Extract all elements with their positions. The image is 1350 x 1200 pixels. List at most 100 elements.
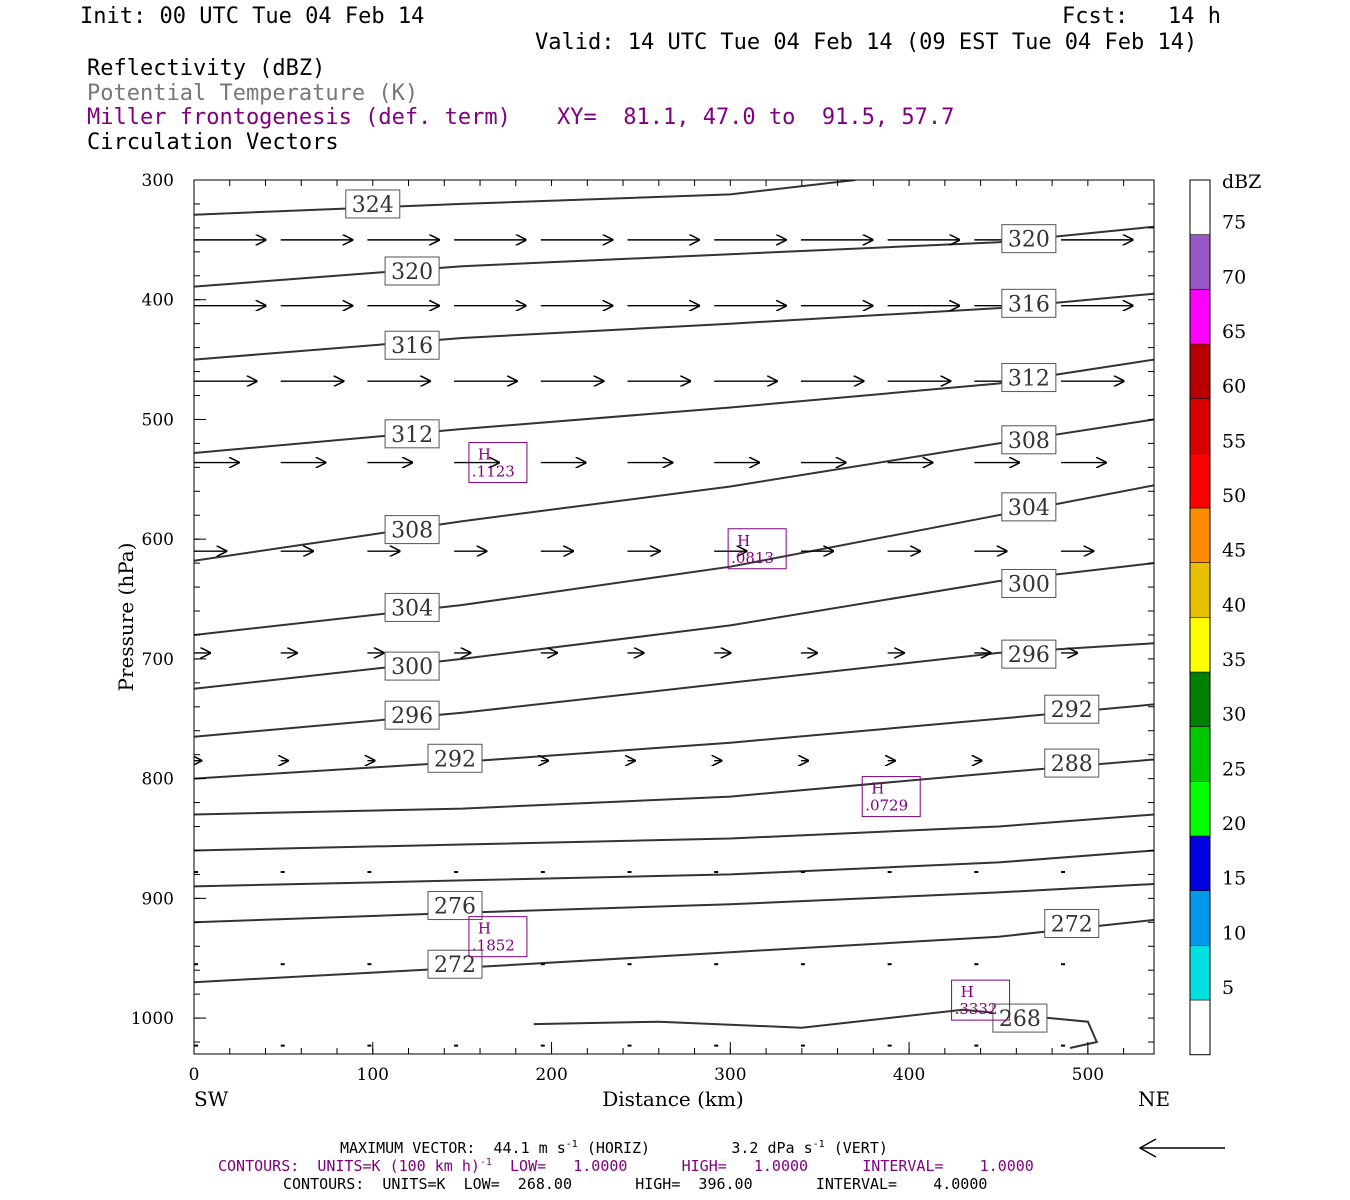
theta-label-box (384, 592, 440, 622)
theta-label: 320 (1008, 228, 1050, 253)
colorbar-label: 35 (1222, 649, 1246, 671)
theta-label: 312 (1008, 367, 1050, 392)
theta-label: 296 (1008, 643, 1050, 668)
colorbar-segment (1190, 890, 1210, 946)
theta-label-box (427, 949, 483, 979)
colorbar-segment (1190, 398, 1210, 454)
colorbar-segment (1190, 672, 1210, 727)
theta-label: 268 (999, 1007, 1041, 1032)
colorbar-label: 40 (1222, 594, 1246, 616)
frontogenesis-max-label: H (478, 920, 491, 938)
colorbar-segment (1190, 836, 1210, 891)
init-time: Init: 00 UTC Tue 04 Feb 14 (80, 4, 425, 29)
theta-contour-324 (194, 180, 856, 216)
frontogenesis-max-value: .1123 (472, 463, 515, 481)
x-axis-title: Distance (km) (602, 1087, 744, 1111)
theta-label-box (345, 189, 401, 219)
theta-label-box (1001, 492, 1057, 522)
colorbar-segment (1190, 180, 1210, 235)
frontogenesis-max-box (468, 442, 528, 484)
footer-contours-theta: CONTOURS: UNITS=K LOW= 268.00 HIGH= 396.… (283, 1175, 988, 1193)
colorbar-label: 25 (1222, 758, 1246, 780)
x-tick-label: 400 (893, 1065, 925, 1085)
frontogenesis-max-value: .0729 (865, 797, 908, 815)
theta-label-box (384, 515, 440, 545)
theta-contour-292 (194, 703, 1154, 780)
colorbar-unit: dBZ (1222, 171, 1261, 193)
theta-label-box (384, 256, 440, 286)
theta-contour-284 (194, 813, 1154, 852)
colorbar-label: 60 (1222, 376, 1246, 398)
colorbar-segment (1190, 234, 1210, 290)
field-reflectivity: Reflectivity (dBZ) (87, 56, 326, 81)
theta-label: 300 (1008, 572, 1050, 597)
theta-label: 288 (1051, 752, 1093, 777)
colorbar-segment (1190, 453, 1210, 509)
colorbar-segment (1190, 289, 1210, 345)
theta-contour-280 (194, 849, 1154, 888)
theta-label-box (1001, 639, 1057, 669)
colorbar-label: 30 (1222, 704, 1246, 726)
theta-label-box (427, 743, 483, 773)
colorbar-label: 20 (1222, 813, 1246, 835)
y-tick-label: 800 (142, 770, 174, 790)
theta-label-box (427, 891, 483, 921)
frontogenesis-max-value: .0813 (731, 549, 774, 567)
theta-label-box (1044, 748, 1100, 778)
colorbar-segment (1190, 508, 1210, 563)
reference-vector-arrowhead (1138, 1138, 1157, 1158)
frontogenesis-max-label: H (737, 532, 750, 550)
frontogenesis-max-value: .1852 (472, 937, 515, 955)
colorbar-label: 65 (1222, 321, 1246, 343)
frontogenesis-max-box (727, 528, 787, 570)
colorbar-label: 70 (1222, 266, 1246, 288)
theta-label-box (384, 700, 440, 730)
y-tick-label: 900 (142, 889, 174, 909)
theta-label-box (1001, 363, 1057, 393)
theta-label: 324 (352, 193, 394, 218)
theta-contour-268 (533, 1008, 1099, 1049)
x-axis-right-end: NE (1138, 1087, 1170, 1111)
y-tick-label: 400 (142, 291, 174, 311)
footer-max-vector: MAXIMUM VECTOR: 44.1 m s-1 (HORIZ) 3.2 d… (340, 1139, 888, 1157)
colorbar-segment (1190, 617, 1210, 673)
frontogenesis-max-box (951, 979, 1011, 1021)
theta-label-box (1001, 224, 1057, 254)
field-theta: Potential Temperature (K) (87, 81, 419, 106)
colorbar-segment (1190, 1000, 1210, 1055)
x-tick-label: 100 (357, 1065, 389, 1085)
theta-label-box (1044, 908, 1100, 938)
y-tick-label: 600 (142, 530, 174, 550)
theta-label-box (384, 419, 440, 449)
theta-label: 272 (434, 953, 476, 978)
theta-label: 308 (1008, 429, 1050, 454)
y-tick-label: 1000 (131, 1009, 174, 1029)
theta-label: 276 (434, 895, 476, 920)
colorbar-label: 10 (1222, 922, 1246, 944)
theta-label-box (992, 1003, 1048, 1033)
footer-contours-fg: CONTOURS: UNITS=K (100 km h)-1 LOW= 1.00… (218, 1157, 1034, 1175)
frontogenesis-max-box (861, 776, 921, 818)
colorbar-segment (1190, 726, 1210, 782)
theta-label-box (1044, 694, 1100, 724)
valid-time: Valid: 14 UTC Tue 04 Feb 14 (09 EST Tue … (535, 30, 1198, 55)
theta-label: 312 (391, 423, 433, 448)
x-tick-label: 500 (1072, 1065, 1104, 1085)
colorbar-label: 5 (1222, 977, 1234, 999)
theta-label: 272 (1051, 912, 1093, 937)
x-axis-left-end: SW (194, 1087, 229, 1111)
theta-label: 300 (391, 655, 433, 680)
colorbar-label: 50 (1222, 485, 1246, 507)
y-tick-label: 500 (142, 410, 174, 430)
colorbar-label: 45 (1222, 540, 1246, 562)
theta-label-box (384, 330, 440, 360)
theta-label: 304 (1008, 496, 1050, 521)
colorbar-label: 15 (1222, 868, 1246, 890)
theta-label: 292 (434, 747, 476, 772)
cross-section-endpoints: XY= 81.1, 47.0 to 91.5, 57.7 (557, 105, 955, 130)
x-tick-label: 300 (714, 1065, 746, 1085)
field-vectors: Circulation Vectors (87, 130, 339, 155)
theta-label-box (1001, 568, 1057, 598)
theta-label: 320 (391, 260, 433, 285)
